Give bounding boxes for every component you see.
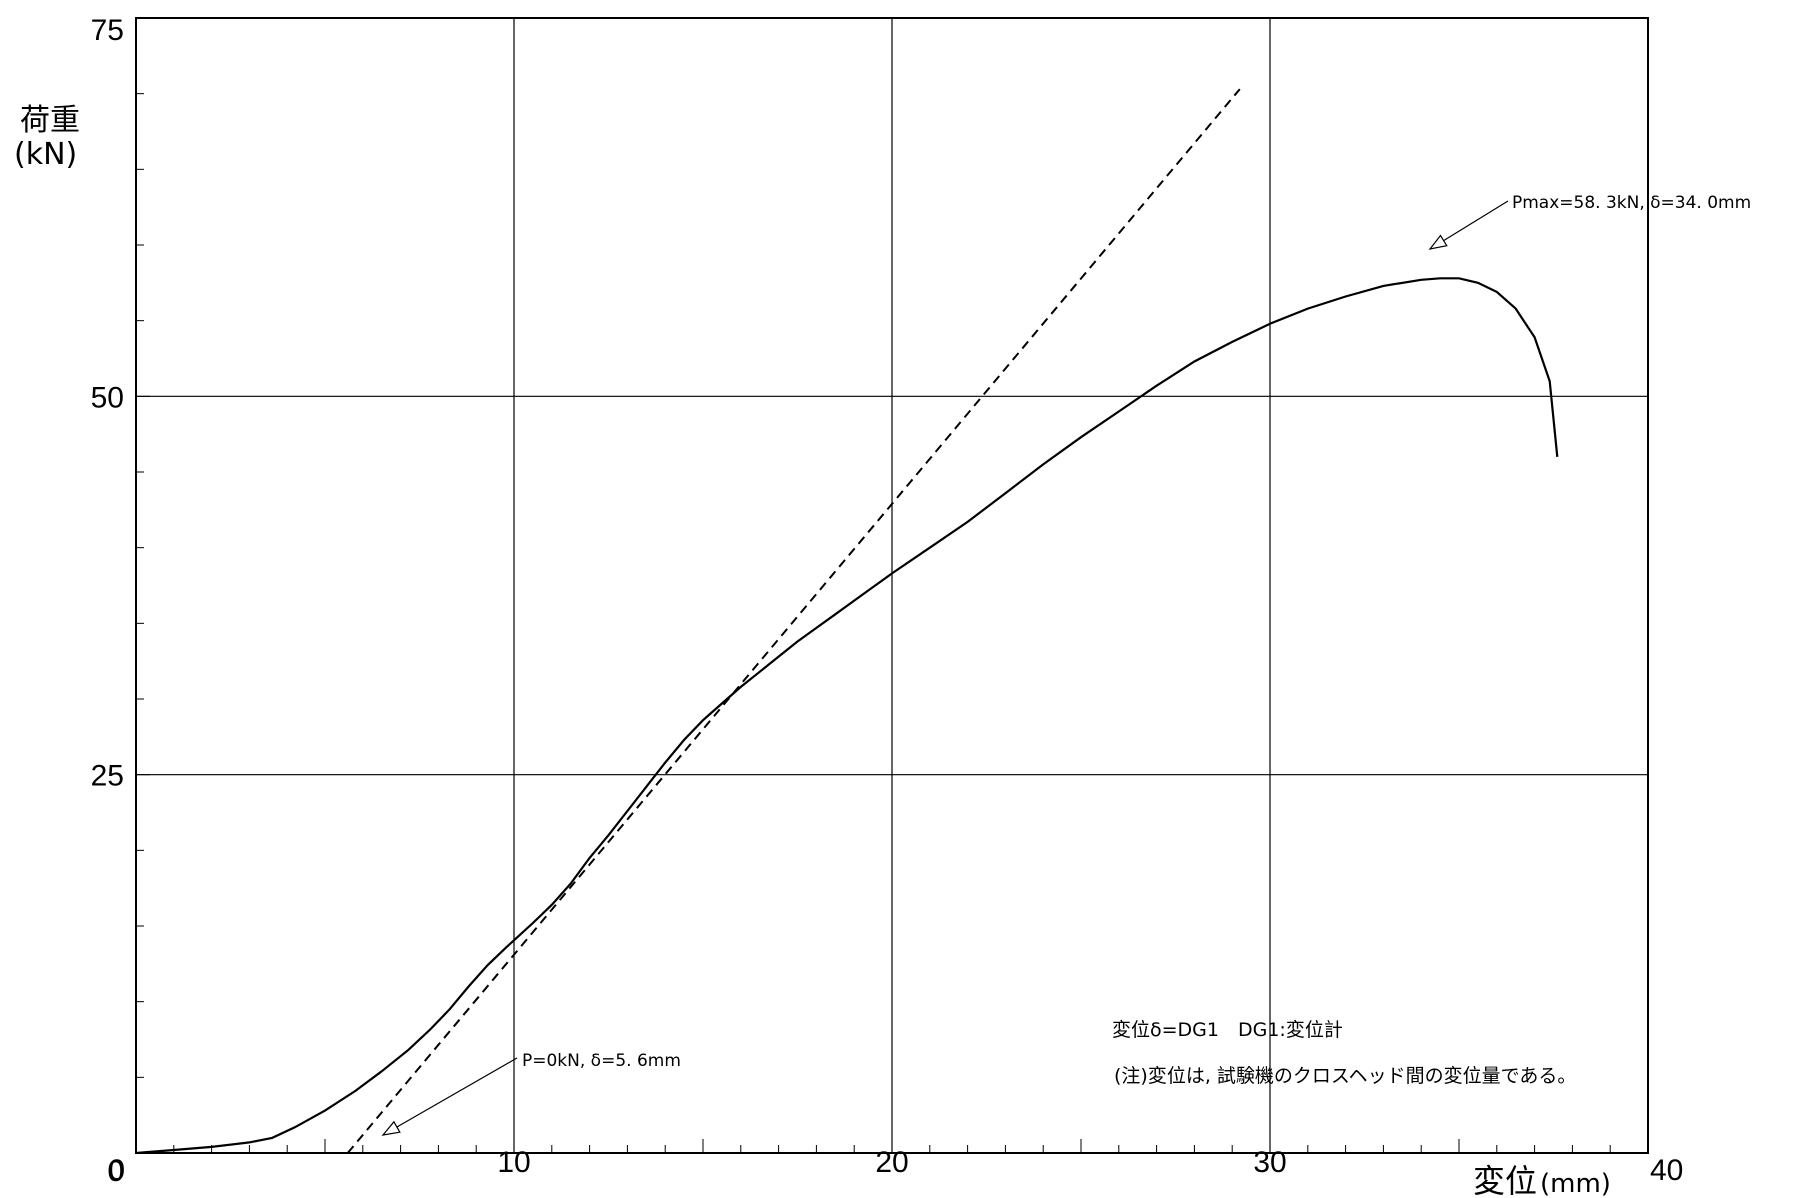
x-tick-label: 10 <box>497 1146 530 1179</box>
x-tick-label: 30 <box>1253 1146 1286 1179</box>
p0-arrow-icon <box>381 1120 401 1136</box>
x-axis-unit: (mm) <box>1540 1169 1611 1198</box>
grid <box>136 18 1648 1153</box>
y-tick-label: 50 <box>91 381 124 414</box>
y-tick-label: 25 <box>91 760 124 793</box>
x-tick-label: 0 <box>108 1154 125 1187</box>
y-axis-unit: (kN) <box>14 137 77 172</box>
p0-label: P=0kN, δ=5. 6mm <box>522 1051 681 1071</box>
x-tick-label: 20 <box>875 1146 908 1179</box>
tangent-dashed-line <box>346 88 1241 1154</box>
load-displacement-curve <box>135 277 1559 1155</box>
minor-ticks <box>136 93 1611 1153</box>
x-axis-title: 変位 <box>1473 1162 1537 1198</box>
annotation-pmax: Pmax=58. 3kN, δ=34. 0mm <box>1428 193 1751 250</box>
x-tick-label: 40 <box>1650 1154 1683 1187</box>
note-line-1: 変位δ=DG1 DG1:変位計 <box>1112 1019 1343 1041</box>
y-tick-labels: 0 25 50 75 <box>91 14 124 1188</box>
p0-leader-line <box>382 1057 518 1136</box>
pmax-arrow-icon <box>1428 234 1448 250</box>
y-tick-label: 75 <box>91 14 124 47</box>
plot-frame <box>135 17 1649 1154</box>
y-axis-title: 荷重 <box>20 103 80 138</box>
y-tick-label: 0 <box>107 1155 124 1188</box>
x-tick-labels: 0 10 20 30 40 <box>108 1146 1683 1187</box>
annotation-p0: P=0kN, δ=5. 6mm <box>381 1051 681 1136</box>
note-line-2: (注)変位は, 試験機のクロスヘッド間の変位量である。 <box>1114 1065 1576 1087</box>
pmax-label: Pmax=58. 3kN, δ=34. 0mm <box>1512 193 1751 213</box>
